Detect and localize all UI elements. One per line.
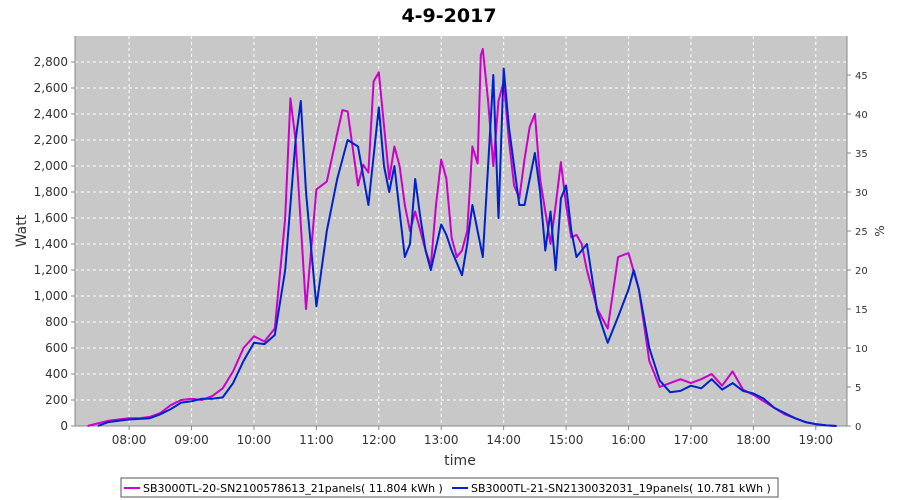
y2-axis-label: % xyxy=(873,225,887,236)
y2-tick-label: 40 xyxy=(855,110,868,121)
y-tick-label: 2,000 xyxy=(34,159,68,173)
x-tick-label: 16:00 xyxy=(611,433,646,447)
y-tick-label: 2,400 xyxy=(34,107,68,121)
series-line-1 xyxy=(87,48,837,427)
legend-label-2: SB3000TL-21-SN2130032031_19panels( 10.78… xyxy=(471,482,771,495)
y2-tick-label: 5 xyxy=(855,383,861,394)
x-tick-label: 15:00 xyxy=(549,433,584,447)
y-tick-label: 1,000 xyxy=(34,289,68,303)
y-tick-label: 1,600 xyxy=(34,211,68,225)
x-tick-label: 09:00 xyxy=(174,433,209,447)
x-tick-label: 17:00 xyxy=(674,433,709,447)
grid xyxy=(75,36,847,427)
series-line-2 xyxy=(97,67,837,427)
x-tick-label: 11:00 xyxy=(299,433,334,447)
y2-tick-label: 30 xyxy=(855,188,868,199)
y-tick-label: 2,800 xyxy=(34,55,68,69)
y2-tick-label: 20 xyxy=(855,266,868,277)
y2-tick-label: 45 xyxy=(855,71,868,82)
x-tick-label: 14:00 xyxy=(486,433,521,447)
series-lines xyxy=(87,48,837,427)
x-tick-label: 08:00 xyxy=(112,433,147,447)
x-axis-label: time xyxy=(444,453,476,469)
x-tick-label: 18:00 xyxy=(736,433,771,447)
x-tick-label: 10:00 xyxy=(237,433,272,447)
y-tick-label: 0 xyxy=(60,419,68,433)
y-axis-label: Watt xyxy=(14,214,30,247)
y2-tick-label: 25 xyxy=(855,227,868,238)
y2-tick-label: 35 xyxy=(855,149,868,160)
legend-label-1: SB3000TL-20-SN2100578613_21panels( 11.80… xyxy=(143,482,443,495)
y-tick-label: 1,400 xyxy=(34,237,68,251)
y2-tick-label: 0 xyxy=(855,422,861,433)
y2-tick-label: 15 xyxy=(855,305,868,316)
y-tick-label: 2,200 xyxy=(34,133,68,147)
x-tick-label: 12:00 xyxy=(362,433,397,447)
y-tick-label: 1,800 xyxy=(34,185,68,199)
legend-box xyxy=(120,477,779,498)
legend: SB3000TL-20-SN2100578613_21panels( 11.80… xyxy=(120,477,779,498)
plot-area xyxy=(75,36,847,426)
y-tick-label: 2,600 xyxy=(34,81,68,95)
y2-tick-label: 10 xyxy=(855,344,868,355)
y-tick-label: 200 xyxy=(45,393,68,407)
y-tick-label: 1,200 xyxy=(34,263,68,277)
y-tick-label: 400 xyxy=(45,367,68,381)
x-tick-label: 19:00 xyxy=(798,433,833,447)
y-tick-label: 600 xyxy=(45,341,68,355)
axes: 02004006008001,0001,2001,4001,6001,8002,… xyxy=(34,36,868,447)
x-tick-label: 13:00 xyxy=(424,433,459,447)
y-tick-label: 800 xyxy=(45,315,68,329)
chart-title: 4-9-2017 xyxy=(401,5,496,27)
